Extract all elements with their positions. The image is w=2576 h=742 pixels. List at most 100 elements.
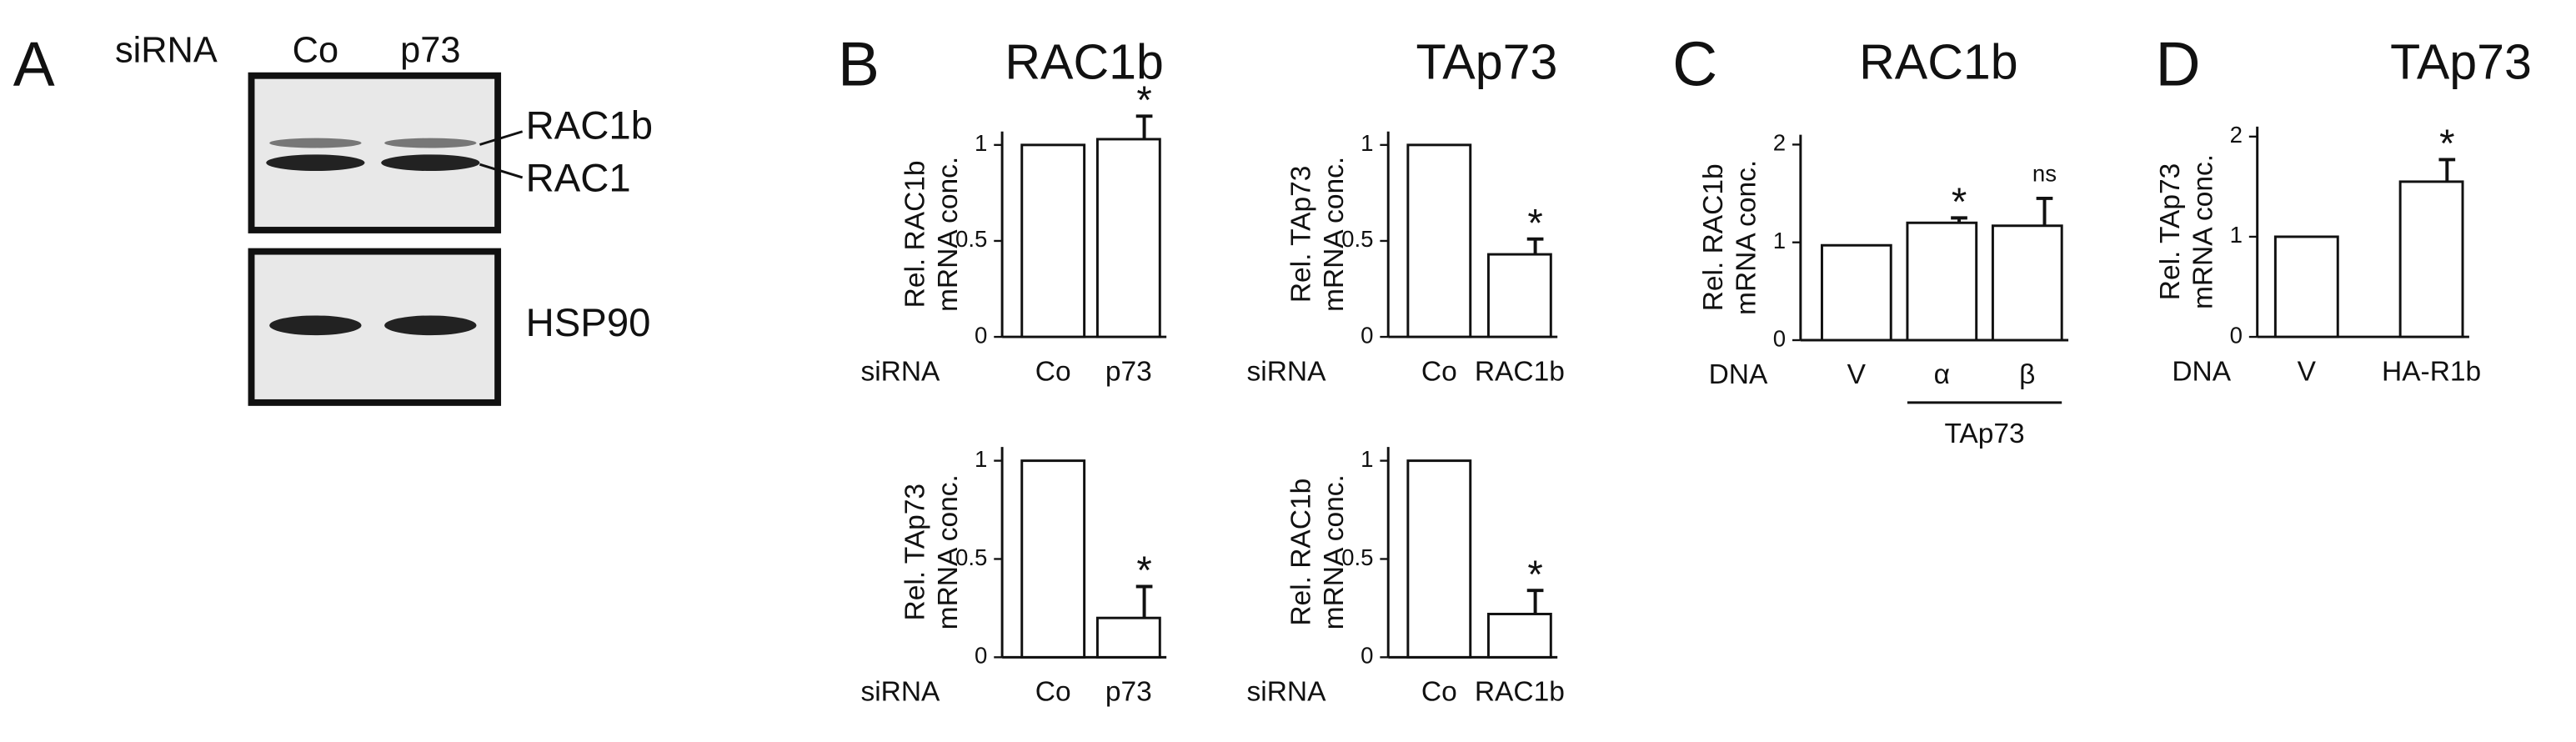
lane-label: Co (293, 31, 338, 71)
x-axis-label: DNA (2172, 356, 2231, 387)
chart-title: TAp73 (2390, 34, 2532, 90)
y-axis-label: mRNA conc. (1732, 160, 1762, 315)
y-tick-label: 0.5 (955, 544, 987, 570)
y-tick-label: 0.5 (955, 226, 987, 252)
y-tick-label: 1 (975, 446, 987, 472)
bar (1486, 613, 1552, 659)
x-tick-label: α (1934, 359, 1950, 390)
error-bar (1526, 237, 1544, 255)
bar (1020, 143, 1086, 338)
blot-label: siRNA (115, 31, 218, 71)
y-tick-label: 0 (975, 322, 987, 348)
band (266, 154, 365, 172)
bar (1406, 459, 1472, 659)
blot-box (248, 72, 502, 233)
y-tick-label: 1 (1773, 228, 1786, 253)
bar (1906, 221, 1978, 342)
significance-label: ns (2032, 161, 2057, 187)
x-axis-label: siRNA (860, 677, 940, 708)
x-tick-label: Co (1421, 356, 1457, 387)
band (269, 138, 362, 148)
bar (1820, 243, 1892, 342)
x-tick-label: p73 (1105, 356, 1152, 387)
y-axis-label: mRNA conc. (1319, 157, 1350, 312)
y-axis-label: mRNA conc. (2188, 154, 2218, 309)
bar (2273, 235, 2339, 338)
panel-letter: C (1672, 29, 1717, 99)
x-tick-label: RAC1b (1475, 356, 1565, 387)
bar-chart: Rel. TAp73 mRNA conc. 0 0.5 1 siRNA Co * p73 (860, 446, 1167, 708)
y-tick-label: 0 (1361, 643, 1373, 669)
x-axis-label: DNA (1709, 359, 1768, 390)
error-bar (1526, 589, 1544, 614)
x-tick-label: Co (1035, 356, 1071, 387)
error-bar (1951, 216, 1967, 223)
group-label: TAp73 (1944, 419, 2024, 449)
band-pointer (479, 163, 524, 179)
error-bar (1135, 114, 1153, 139)
bar (2398, 180, 2464, 338)
y-tick-label: 1 (1361, 130, 1373, 156)
bar (1486, 253, 1552, 338)
y-axis-label: mRNA conc. (933, 474, 964, 629)
band (269, 315, 362, 336)
y-axis-label: Rel. TAp73 (1286, 166, 1317, 303)
significance-label: * (1136, 549, 1151, 593)
y-tick-label: 2 (2230, 122, 2243, 148)
y-tick-label: 0 (1773, 325, 1786, 351)
band-label: RAC1 (526, 156, 631, 200)
y-tick-label: 2 (1773, 130, 1786, 156)
x-tick-label: p73 (1105, 677, 1152, 708)
y-tick-label: 0 (2230, 322, 2243, 348)
x-tick-label: β (2019, 359, 2035, 390)
bar-chart: TAp73 Rel. TAp73 mRNA conc. 0 0.5 1 siRNA Co * RA… (1247, 34, 1565, 388)
y-axis-label: Rel. RAC1b (1286, 479, 1317, 626)
western-blot: siRNA Co p73 RAC1b RAC1 HSP90 (115, 31, 653, 406)
x-tick-label: Co (1421, 677, 1457, 708)
panel-letter: B (838, 29, 880, 99)
y-axis-label: Rel. TAp73 (900, 484, 930, 621)
x-tick-label: RAC1b (1475, 677, 1565, 708)
significance-label: * (2439, 122, 2454, 166)
band-pointer (479, 130, 524, 146)
chart-title: RAC1b (1859, 34, 2018, 90)
error-bar (1135, 584, 1153, 619)
x-tick-label: HA-R1b (2382, 356, 2481, 387)
y-tick-label: 1 (2230, 222, 2243, 248)
x-tick-label: Co (1035, 677, 1071, 708)
y-tick-label: 1 (975, 130, 987, 156)
bar (1095, 138, 1161, 338)
significance-label: * (1527, 201, 1542, 245)
x-axis-label: siRNA (860, 356, 940, 387)
y-axis-label: Rel. TAp73 (2155, 163, 2186, 301)
bar-chart: RAC1b Rel. RAC1b mRNA conc. 0 0.5 1 siRNA Co * p7… (860, 34, 1167, 387)
error-bar (2438, 158, 2456, 182)
chart-title: TAp73 (1416, 34, 1558, 90)
y-tick-label: 0.5 (1341, 544, 1373, 570)
bar (1991, 224, 2063, 342)
bar (1406, 143, 1472, 338)
significance-label: * (1527, 553, 1542, 597)
y-axis-label: Rel. RAC1b (900, 160, 930, 308)
significance-label: * (1952, 180, 1967, 224)
bar-chart: TAp73 Rel. TAp73 mRNA conc. 0 1 2 DNA V * HA-R1b (2155, 34, 2532, 388)
chart-title: RAC1b (1005, 34, 1164, 90)
significance-label: * (1136, 78, 1151, 123)
bar (1095, 616, 1161, 659)
x-tick-label: V (2298, 356, 2317, 387)
y-axis-label: mRNA conc. (933, 157, 964, 312)
band (384, 315, 477, 336)
x-axis-label: siRNA (1247, 677, 1327, 708)
x-axis-label: siRNA (1247, 356, 1327, 387)
panel-letter: D (2156, 29, 2201, 99)
y-tick-label: 1 (1361, 446, 1373, 472)
band (384, 138, 477, 148)
x-tick-label: V (1847, 359, 1867, 390)
y-tick-label: 0 (1361, 322, 1373, 348)
band-label: RAC1b (526, 103, 653, 148)
band (381, 154, 480, 172)
panel-letter: A (13, 29, 55, 99)
bar-chart: Rel. RAC1b mRNA conc. 0 0.5 1 siRNA Co * RAC1b (1247, 446, 1565, 708)
y-axis-label: Rel. RAC1b (1698, 163, 1729, 311)
